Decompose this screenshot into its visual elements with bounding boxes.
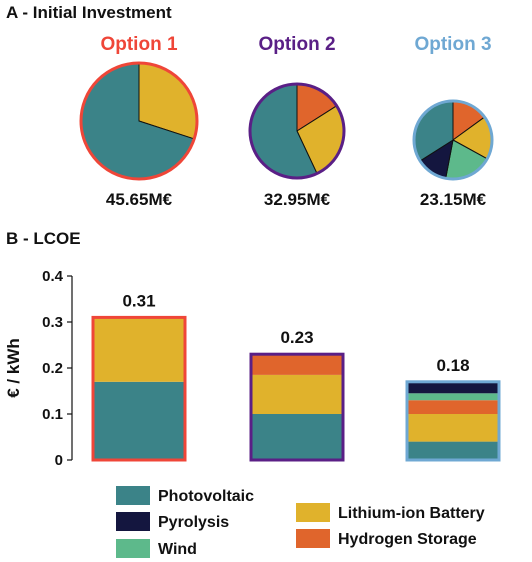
pie-total-label: 23.15M€ <box>420 190 487 209</box>
bar-segment-wind <box>407 393 499 401</box>
bar-option-3: 0.18 <box>405 356 501 462</box>
pie-title: Option 3 <box>414 34 491 55</box>
pie-border <box>248 82 346 180</box>
bar-chart-group: 0 0.1 0.2 0.3 0.4 € / kWh 0.31 0.23 0.18 <box>4 268 501 469</box>
pie-option-2: Option 2 32.95M€ <box>248 34 346 209</box>
legend: Photovoltaic Pyrolysis Wind Lithium-ion Bat… <box>116 486 485 558</box>
pie-title: Option 1 <box>100 34 177 55</box>
bar-option-1: 0.31 <box>91 291 187 462</box>
legend-swatch <box>296 503 330 522</box>
bar-total-label: 0.23 <box>280 328 313 347</box>
y-tick-label: 0.2 <box>42 360 63 377</box>
bar-total-label: 0.31 <box>122 291 155 310</box>
bar-total-label: 0.18 <box>436 356 469 375</box>
pie-option-3: Option 3 23.15M€ <box>412 34 494 209</box>
panel-a-title: A - Initial Investment <box>6 3 172 22</box>
legend-swatch <box>116 512 150 531</box>
pie-border <box>412 99 494 181</box>
y-tick-label: 0.4 <box>42 268 64 285</box>
bar-segment-lithium-ion-battery <box>251 374 343 414</box>
bar-border <box>405 380 501 462</box>
legend-swatch <box>116 486 150 505</box>
pie-total-label: 45.65M€ <box>106 190 173 209</box>
pie-option-1: Option 1 45.65M€ <box>79 34 199 209</box>
bar-border <box>249 352 345 462</box>
legend-label: Wind <box>158 541 197 558</box>
bar-option-2: 0.23 <box>249 328 345 462</box>
pie-title: Option 2 <box>258 34 335 55</box>
y-tick-label: 0 <box>55 452 63 469</box>
legend-label: Photovoltaic <box>158 488 254 505</box>
bar-segment-photovoltaic <box>407 441 499 460</box>
legend-item-hydrogen-storage: Hydrogen Storage <box>296 529 477 548</box>
legend-label: Lithium-ion Battery <box>338 505 485 522</box>
panel-b-title: B - LCOE <box>6 229 81 248</box>
legend-label: Pyrolysis <box>158 514 229 531</box>
pie-charts-group: Option 1 45.65M€ Option 2 32.95M€ Option 3 23… <box>79 34 494 209</box>
bar-segment-lithium-ion-battery <box>407 414 499 442</box>
legend-swatch <box>296 529 330 548</box>
bar-segment-lithium-ion-battery <box>93 317 185 382</box>
pie-border <box>79 61 199 181</box>
bar-segment-hydrogen-storage <box>251 354 343 375</box>
bar-segment-pyrolysis <box>407 381 499 394</box>
legend-item-wind: Wind <box>116 539 197 558</box>
legend-item-pyrolysis: Pyrolysis <box>116 512 229 531</box>
y-tick-label: 0.1 <box>42 406 63 423</box>
bar-segment-photovoltaic <box>93 381 185 460</box>
y-axis-label: € / kWh <box>4 338 23 398</box>
bar-border <box>91 315 187 462</box>
y-tick-label: 0.3 <box>42 314 63 331</box>
pie-total-label: 32.95M€ <box>264 190 331 209</box>
bar-segment-photovoltaic <box>251 414 343 460</box>
bar-segment-hydrogen-storage <box>407 400 499 414</box>
legend-item-lithium-ion-battery: Lithium-ion Battery <box>296 503 485 522</box>
legend-item-photovoltaic: Photovoltaic <box>116 486 254 505</box>
legend-label: Hydrogen Storage <box>338 531 477 548</box>
legend-swatch <box>116 539 150 558</box>
